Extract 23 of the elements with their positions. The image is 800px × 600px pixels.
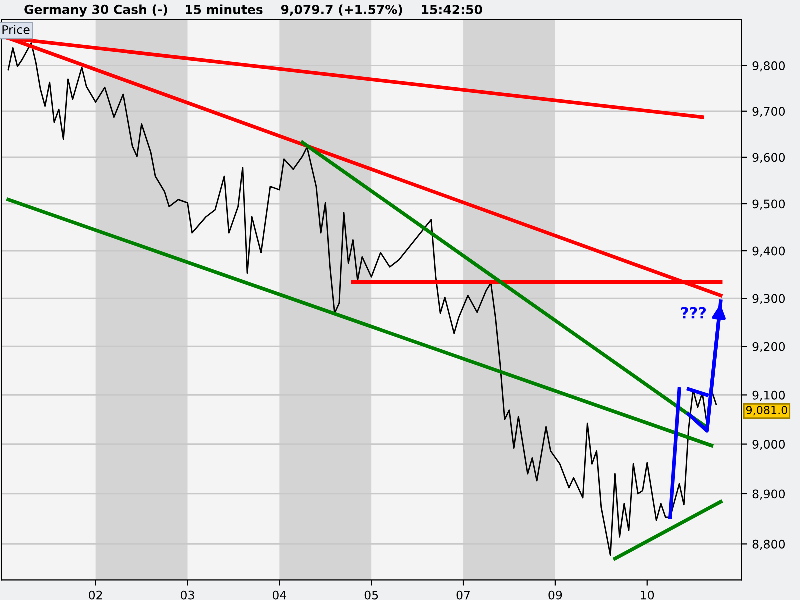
x-tick-label: 03 (181, 590, 194, 600)
y-tick-label: 9,500 (752, 200, 786, 210)
annotation: ??? (681, 307, 706, 319)
y-tick-label: 8,900 (752, 490, 786, 500)
y-tick-label: 9,000 (752, 440, 786, 450)
x-tick-label: 09 (548, 590, 562, 600)
y-tick-label: 9,300 (752, 294, 786, 304)
y-tick-label: 9,600 (752, 153, 786, 164)
chart-title: Germany 30 Cash (-) (24, 4, 168, 17)
x-tick-label: 05 (364, 590, 378, 600)
y-tick-label: 8,800 (752, 540, 786, 550)
y-tick-label: 9,100 (752, 390, 786, 402)
annotation: Price (2, 25, 30, 34)
x-tick-label: 04 (272, 590, 287, 600)
y-tick-label: 9,400 (752, 246, 786, 257)
x-tick-label: 10 (641, 590, 654, 600)
chart-subtitle: 15 minutes 9,079.7 (+1.57%) 15:42:50 (186, 4, 482, 16)
y-tick-label: 9,200 (752, 342, 786, 352)
y-tick-label: 9,700 (752, 107, 786, 118)
y-tick-label: 9,800 (752, 62, 786, 72)
text: 9,081.0 (746, 406, 788, 416)
x-tick-label: 07 (456, 590, 470, 600)
x-tick-label: 02 (89, 590, 102, 600)
